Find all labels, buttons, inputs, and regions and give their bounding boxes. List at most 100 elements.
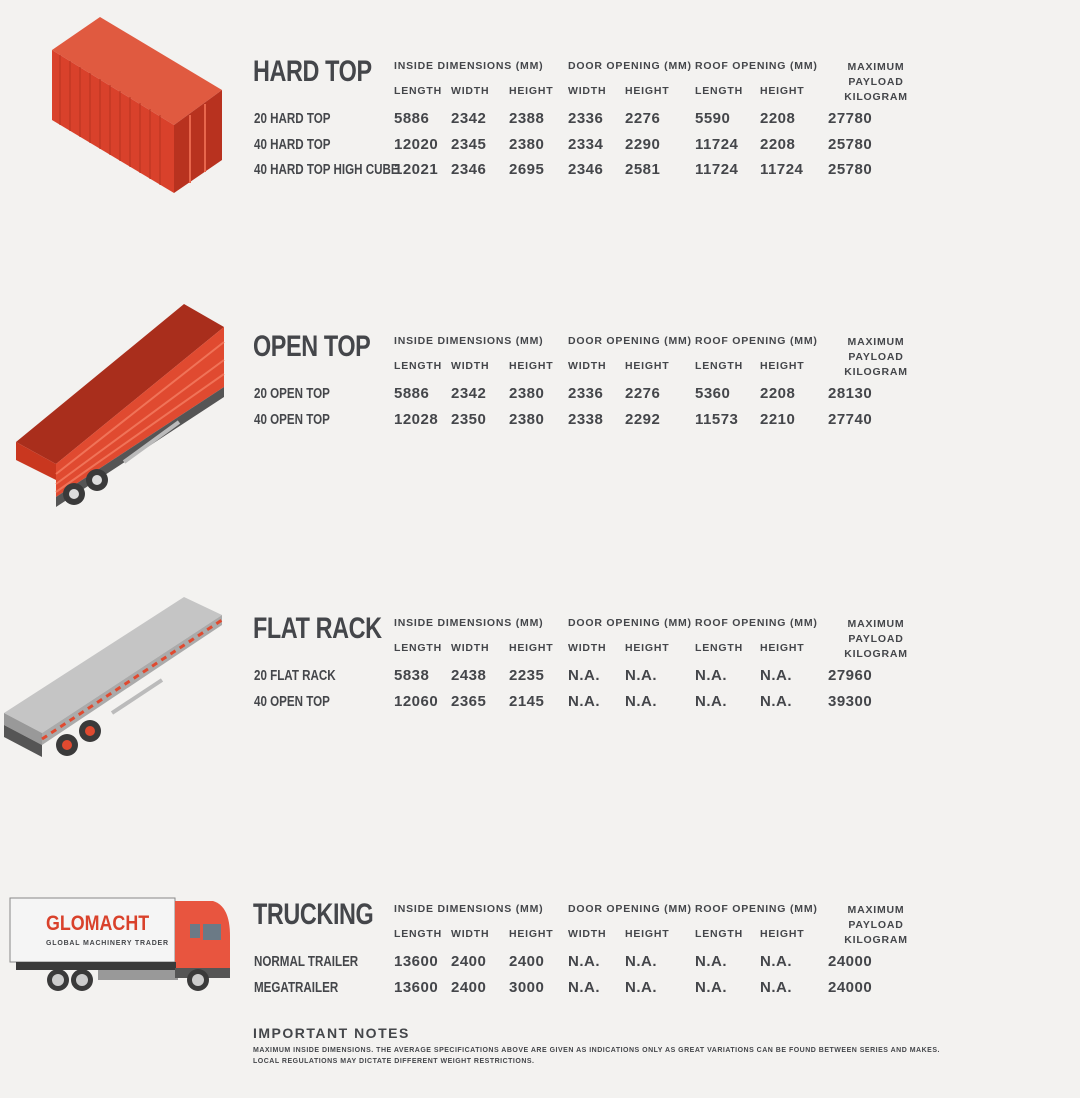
row-label: 20 OPEN TOP bbox=[254, 386, 330, 402]
table-cell: 2342 bbox=[451, 385, 487, 402]
table-cell: 2380 bbox=[509, 385, 545, 402]
header-payload: MAXIMUM PAYLOAD KILOGRAM bbox=[820, 903, 932, 948]
table-cell: 12021 bbox=[394, 161, 439, 178]
table-cell: 25780 bbox=[828, 161, 873, 178]
table-cell: 2292 bbox=[625, 410, 661, 428]
table-cell: 2338 bbox=[568, 410, 604, 428]
header-roof-opening: ROOF OPENING (MM) bbox=[695, 617, 818, 629]
table-cell: N.A. bbox=[625, 978, 657, 996]
table-cell: 2345 bbox=[451, 135, 487, 153]
table-cell: N.A. bbox=[695, 978, 727, 996]
row-label: 40 HARD TOP HIGH CUBE bbox=[254, 162, 399, 178]
table-cell: 2208 bbox=[760, 385, 796, 402]
table-cell: 12028 bbox=[394, 410, 439, 428]
subheader-height: HEIGHT bbox=[625, 85, 670, 97]
table-cell: N.A. bbox=[760, 953, 792, 970]
notes-title: IMPORTANT NOTES bbox=[253, 1025, 410, 1041]
header-payload: MAXIMUM PAYLOAD KILOGRAM bbox=[820, 335, 932, 380]
row-label: 40 OPEN TOP bbox=[254, 693, 330, 710]
table-cell: 2380 bbox=[509, 135, 545, 153]
subheader-length: LENGTH bbox=[695, 642, 743, 654]
row-label: 40 OPEN TOP bbox=[254, 411, 330, 428]
shipping-container-illustration bbox=[52, 17, 222, 193]
table-cell: 27740 bbox=[828, 410, 873, 428]
header-inside-dimensions: INSIDE DIMENSIONS (MM) bbox=[394, 60, 544, 72]
subheader-width: WIDTH bbox=[451, 928, 490, 940]
payload-label: MAXIMUM PAYLOAD bbox=[847, 336, 905, 363]
table-row: 20 OPEN TOP 5886 2342 2380 2336 2276 5360 2208 2… bbox=[0, 385, 1080, 407]
section-trucking: TRUCKING INSIDE DIMENSIONS (MM) DOOR OPE… bbox=[0, 898, 1080, 1098]
payload-label: MAXIMUM PAYLOAD bbox=[847, 904, 905, 931]
table-cell: 2208 bbox=[760, 135, 796, 153]
table-cell: 2145 bbox=[509, 692, 545, 710]
header-roof-opening: ROOF OPENING (MM) bbox=[695, 335, 818, 347]
logo-brand: GLOMACHT bbox=[46, 912, 150, 935]
row-label: 20 FLAT RACK bbox=[254, 668, 336, 684]
row-label: 40 HARD TOP bbox=[254, 136, 331, 153]
table-cell: 2334 bbox=[568, 135, 604, 153]
subheader-height: HEIGHT bbox=[509, 642, 554, 654]
table-cell: 3000 bbox=[509, 978, 545, 996]
table-row: 20 HARD TOP 5886 2342 2388 2336 2276 5590 2208 2… bbox=[0, 110, 1080, 132]
table-cell: 2346 bbox=[451, 161, 487, 178]
subheader-length: LENGTH bbox=[394, 85, 442, 97]
subheader-length: LENGTH bbox=[394, 928, 442, 940]
section-title: HARD TOP bbox=[253, 55, 372, 88]
subheader-height: HEIGHT bbox=[760, 642, 805, 654]
table-cell: N.A. bbox=[568, 978, 600, 996]
table-cell: 11724 bbox=[695, 161, 739, 178]
table-cell: 39300 bbox=[828, 692, 873, 710]
payload-unit: KILOGRAM bbox=[844, 91, 908, 103]
table-cell: 2695 bbox=[509, 161, 545, 178]
header-payload: MAXIMUM PAYLOAD KILOGRAM bbox=[820, 60, 932, 105]
subheader-width: WIDTH bbox=[568, 928, 607, 940]
table-cell: 24000 bbox=[828, 978, 873, 996]
table-cell: N.A. bbox=[760, 667, 792, 684]
subheader-height: HEIGHT bbox=[625, 360, 670, 372]
subheader-height: HEIGHT bbox=[625, 642, 670, 654]
table-cell: 11724 bbox=[760, 161, 804, 178]
table-cell: 2365 bbox=[451, 692, 487, 710]
subheader-length: LENGTH bbox=[695, 928, 743, 940]
table-cell: 2208 bbox=[760, 110, 796, 127]
table-cell: 13600 bbox=[394, 978, 439, 996]
header-inside-dimensions: INSIDE DIMENSIONS (MM) bbox=[394, 903, 544, 915]
table-cell: 27780 bbox=[828, 110, 873, 127]
table-cell: 11573 bbox=[695, 410, 739, 428]
flat-rack-trailer-illustration bbox=[4, 597, 223, 757]
header-door-opening: DOOR OPENING (MM) bbox=[568, 903, 692, 915]
table-cell: 2346 bbox=[568, 161, 604, 178]
table-cell: 13600 bbox=[394, 953, 439, 970]
subheader-width: WIDTH bbox=[568, 642, 607, 654]
header-inside-dimensions: INSIDE DIMENSIONS (MM) bbox=[394, 617, 544, 629]
table-cell: N.A. bbox=[695, 953, 727, 970]
payload-unit: KILOGRAM bbox=[844, 934, 908, 946]
table-cell: N.A. bbox=[760, 692, 792, 710]
table-cell: 25780 bbox=[828, 135, 873, 153]
table-cell: 5838 bbox=[394, 667, 430, 684]
table-cell: 2581 bbox=[625, 161, 661, 178]
table-cell: 2350 bbox=[451, 410, 487, 428]
subheader-height: HEIGHT bbox=[509, 85, 554, 97]
subheader-width: WIDTH bbox=[451, 85, 490, 97]
table-cell: 2276 bbox=[625, 385, 661, 402]
header-door-opening: DOOR OPENING (MM) bbox=[568, 60, 692, 72]
subheader-height: HEIGHT bbox=[760, 928, 805, 940]
table-cell: N.A. bbox=[625, 953, 657, 970]
table-cell: 12060 bbox=[394, 692, 439, 710]
payload-label: MAXIMUM PAYLOAD bbox=[847, 618, 905, 645]
table-cell: 2276 bbox=[625, 110, 661, 127]
table-cell: 27960 bbox=[828, 667, 873, 684]
table-cell: 28130 bbox=[828, 385, 873, 402]
subheader-width: WIDTH bbox=[568, 360, 607, 372]
table-row: 40 OPEN TOP 12060 2365 2145 N.A. N.A. N.A. N.A.… bbox=[0, 693, 1080, 715]
table-row: 40 HARD TOP 12020 2345 2380 2334 2290 11724 220… bbox=[0, 136, 1080, 158]
table-row: 40 OPEN TOP 12028 2350 2380 2338 2292 11573 221… bbox=[0, 411, 1080, 433]
row-label: NORMAL TRAILER bbox=[254, 954, 359, 970]
table-cell: N.A. bbox=[695, 692, 727, 710]
logo-tagline: GLOBAL MACHINERY TRADER bbox=[46, 940, 169, 947]
table-cell: 2342 bbox=[451, 110, 487, 127]
table-cell: 2290 bbox=[625, 135, 661, 153]
section-title: FLAT RACK bbox=[253, 612, 382, 645]
section-title: TRUCKING bbox=[253, 898, 374, 931]
